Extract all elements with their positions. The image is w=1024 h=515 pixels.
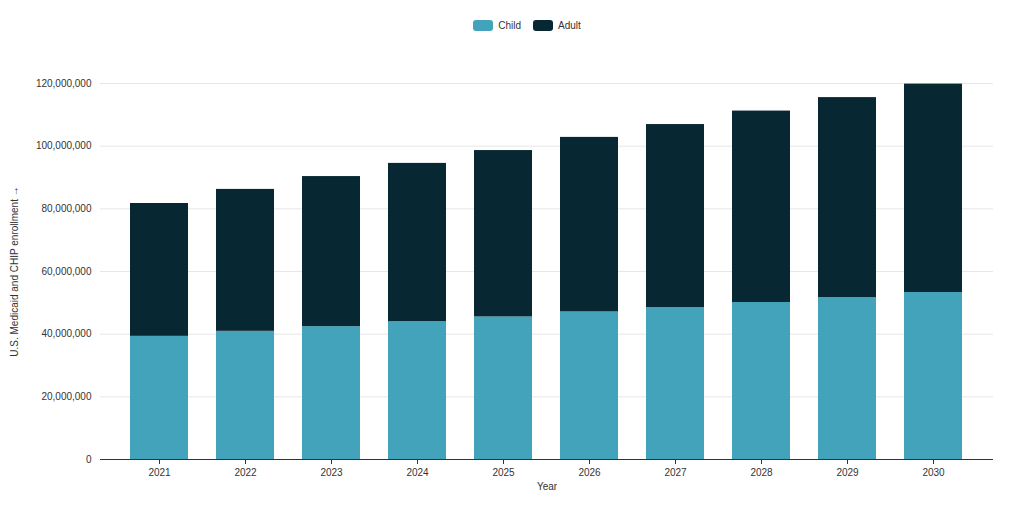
svg-text:U.S. Medicaid and CHIP enrollm: U.S. Medicaid and CHIP enrollment → bbox=[9, 186, 20, 356]
svg-text:2024: 2024 bbox=[406, 467, 429, 478]
svg-text:40,000,000: 40,000,000 bbox=[41, 328, 91, 339]
svg-text:20,000,000: 20,000,000 bbox=[41, 391, 91, 402]
svg-text:0: 0 bbox=[86, 454, 92, 465]
html-text:Child: Child bbox=[498, 19, 521, 31]
svg-text:2027: 2027 bbox=[664, 467, 687, 478]
svg-text:2021: 2021 bbox=[148, 467, 171, 478]
svg-text:2026: 2026 bbox=[578, 467, 601, 478]
svg-text:2025: 2025 bbox=[492, 467, 515, 478]
svg-text:2028: 2028 bbox=[750, 467, 773, 478]
svg-text:2023: 2023 bbox=[320, 467, 343, 478]
svg-text:60,000,000: 60,000,000 bbox=[41, 266, 91, 277]
svg-text:120,000,000: 120,000,000 bbox=[36, 78, 92, 89]
svg-text:2029: 2029 bbox=[836, 467, 859, 478]
svg-text:2022: 2022 bbox=[234, 467, 257, 478]
svg-text:2030: 2030 bbox=[922, 467, 945, 478]
svg-text:100,000,000: 100,000,000 bbox=[36, 140, 92, 151]
html-text:Adult: Adult bbox=[558, 19, 581, 31]
svg-text:80,000,000: 80,000,000 bbox=[41, 203, 91, 214]
svg-text:Year: Year bbox=[537, 481, 558, 492]
